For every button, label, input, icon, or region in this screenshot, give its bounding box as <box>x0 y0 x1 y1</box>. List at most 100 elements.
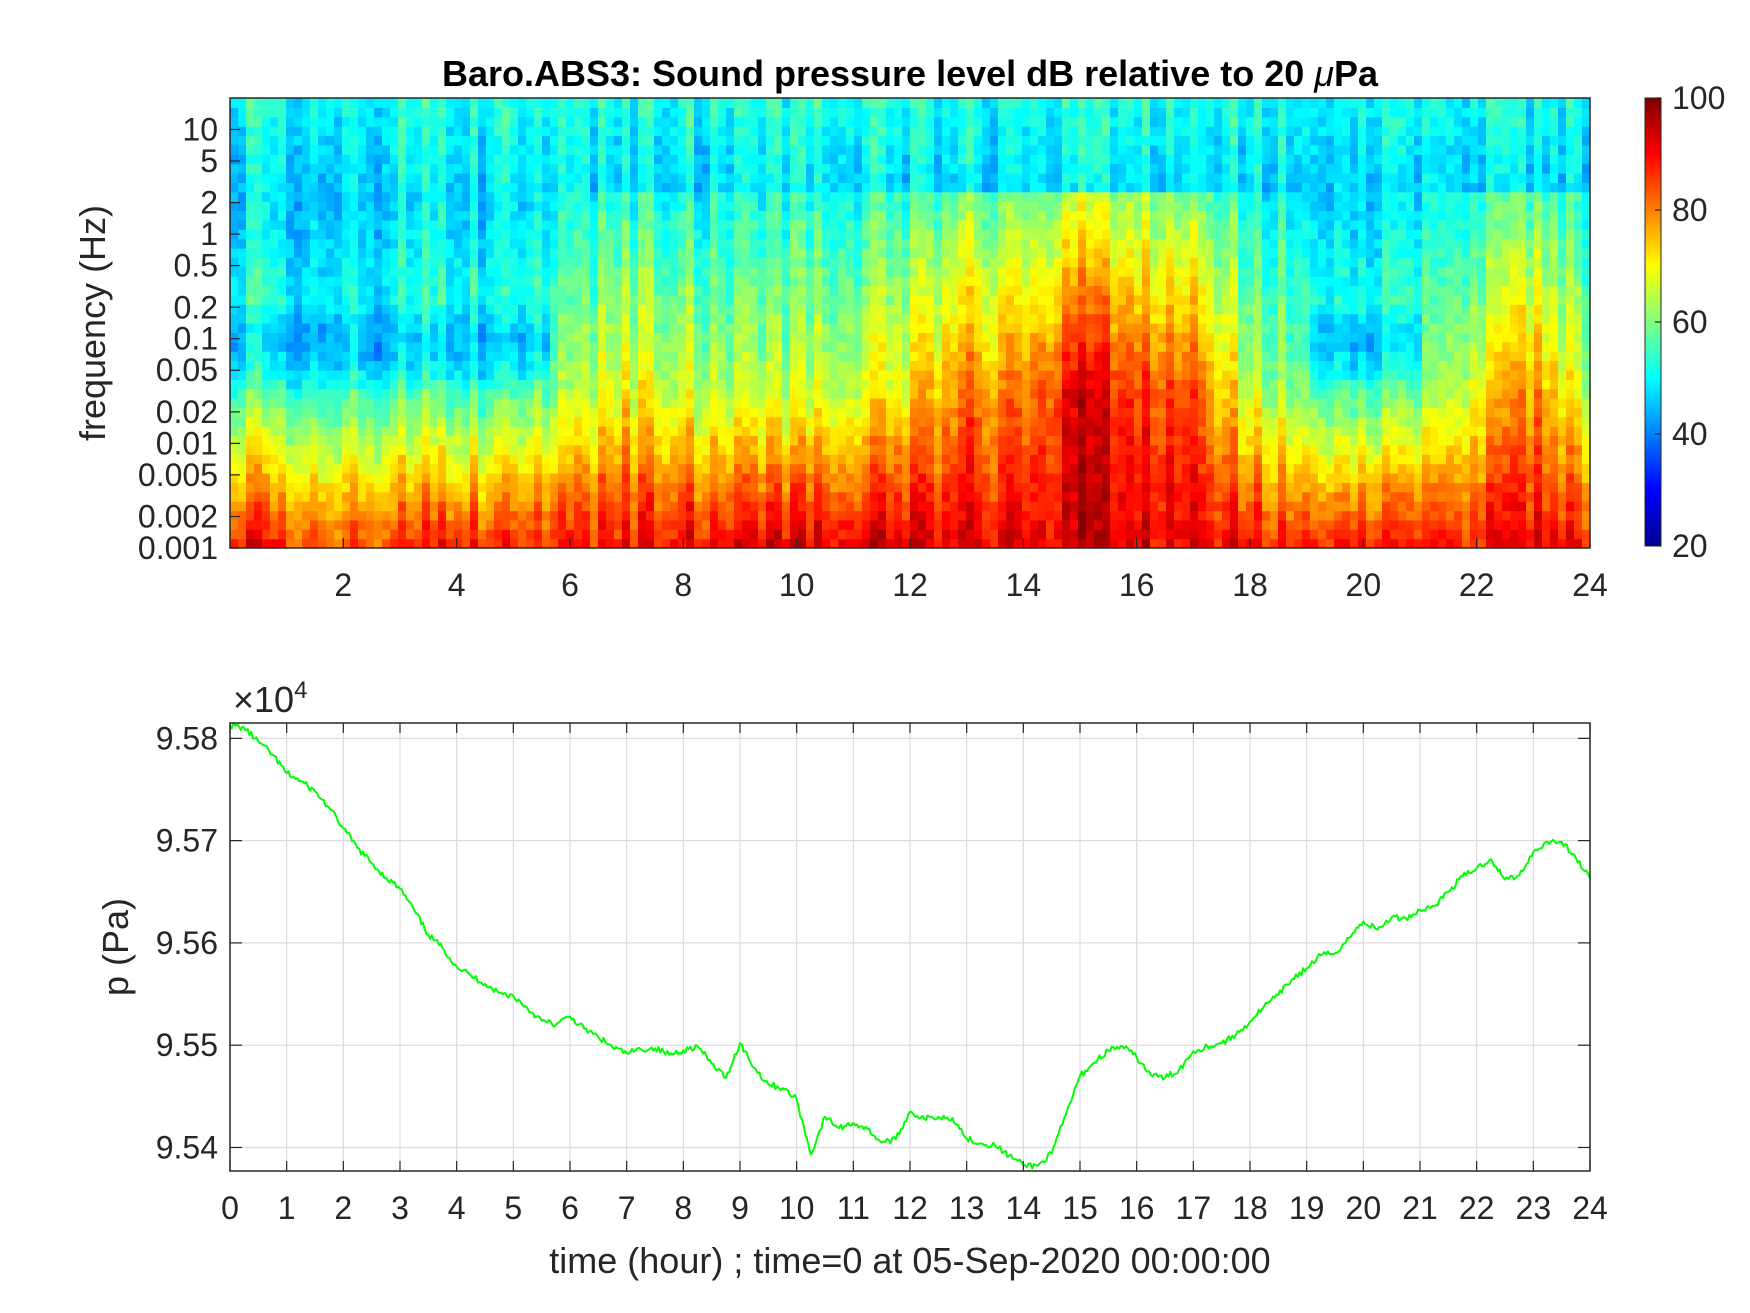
spectrogram-cell <box>854 538 863 548</box>
spectrogram-cell <box>734 144 743 155</box>
spectrogram-cell <box>254 332 263 343</box>
spectrogram-cell <box>686 491 695 502</box>
spectrogram-cell <box>334 144 343 155</box>
spectrogram-cell <box>230 219 239 230</box>
spectrogram-cell <box>774 360 783 371</box>
spectrogram-cell <box>934 510 943 521</box>
spectrogram-cell <box>350 341 359 352</box>
spectrogram-cell <box>614 154 623 165</box>
spectrogram-cell <box>902 444 911 455</box>
spectrogram-cell <box>430 369 439 380</box>
spectrogram-cell <box>974 313 983 324</box>
spectrogram-cell <box>1030 379 1039 390</box>
spectrogram-cell <box>686 304 695 315</box>
spectrogram-cell <box>894 144 903 155</box>
spectrogram-cell <box>782 173 791 183</box>
spectrogram-cell <box>598 285 607 296</box>
spectrogram-cell <box>286 313 295 324</box>
spectrogram-cell <box>1046 341 1055 352</box>
spectrogram-cell <box>1006 444 1015 455</box>
spectrogram-cell <box>614 144 623 155</box>
spectrogram-cell <box>734 360 743 371</box>
spectrogram-cell <box>254 416 263 427</box>
spectrogram-cell <box>638 248 647 258</box>
spectrogram-cell <box>1006 416 1015 427</box>
spectrogram-cell <box>422 229 431 240</box>
spectrogram-cell <box>1006 369 1015 380</box>
spectrogram-cell <box>574 313 583 324</box>
spectrogram-cell <box>470 173 479 183</box>
spectrogram-cell <box>446 144 455 155</box>
spectrogram-cell <box>430 323 439 333</box>
spectrogram-cell <box>326 529 335 540</box>
spectrogram-cell <box>302 426 311 437</box>
spectrogram-cell <box>286 116 295 127</box>
spectrogram-cell <box>982 341 991 352</box>
spectrogram-cell <box>998 201 1007 212</box>
spectrogram-cell <box>430 201 439 212</box>
spectrogram-cell <box>494 529 503 540</box>
spectrogram-cell <box>926 323 935 333</box>
spectrogram-cell <box>774 351 783 362</box>
spectrogram-cell <box>614 501 623 512</box>
spectrogram-cell <box>606 219 615 230</box>
spectrogram-cell <box>918 529 927 540</box>
spectrogram-cell <box>358 538 367 548</box>
spectrogram-cell <box>734 435 743 446</box>
spectrogram-cell <box>950 154 959 165</box>
spectrogram-cell <box>566 248 575 258</box>
spectrogram-cell <box>630 257 639 268</box>
spectrogram-cell <box>646 360 655 371</box>
spectrogram-cell <box>1046 501 1055 512</box>
spectrogram-cell <box>542 416 551 427</box>
spectrogram-cell <box>518 238 527 249</box>
spectrogram-cell <box>606 191 615 202</box>
spectrogram-cell <box>910 426 919 437</box>
spectrogram-cell <box>918 332 927 343</box>
spectrogram-cell <box>958 482 967 493</box>
spectrogram-cell <box>294 126 303 137</box>
spectrogram-cell <box>774 369 783 380</box>
spectrogram-cell <box>686 482 695 493</box>
spectrogram-cell <box>830 416 839 427</box>
spectrogram-cell <box>694 369 703 380</box>
spectrogram-cell <box>854 135 863 146</box>
spectrogram-cell <box>678 201 687 212</box>
spectrogram-cell <box>374 482 383 493</box>
spectrogram-cell <box>678 266 687 277</box>
spectrogram-cell <box>830 463 839 474</box>
spectrogram-cell <box>598 210 607 221</box>
spectrogram-cell <box>790 454 799 465</box>
spectrogram-cell <box>1022 482 1031 493</box>
spectrogram-cell <box>598 519 607 530</box>
spectrogram-cell <box>390 444 399 455</box>
spectrogram-cell <box>318 473 327 483</box>
spectrogram-cell <box>894 135 903 146</box>
spectrogram-cell <box>238 257 247 268</box>
spectrogram-cell <box>398 473 407 483</box>
spectrogram-cell <box>742 538 751 548</box>
spectrogram-cell <box>1030 257 1039 268</box>
spectrogram-cell <box>1054 313 1063 324</box>
spectrogram-cell <box>390 482 399 493</box>
spectrogram-cell <box>414 191 423 202</box>
spectrogram-cell <box>582 210 591 221</box>
spectrogram-cell <box>294 201 303 212</box>
spectrogram-cell <box>494 332 503 343</box>
spectrogram-cell <box>774 379 783 390</box>
spectrogram-cell <box>574 304 583 315</box>
spectrogram-cell <box>262 276 271 287</box>
spectrogram-cell <box>854 510 863 521</box>
spectrogram-cell <box>718 126 727 137</box>
spectrogram-cell <box>438 98 447 108</box>
spectrogram-cell <box>294 538 303 548</box>
spectrogram-cell <box>830 229 839 240</box>
spectrogram-cell <box>622 388 631 399</box>
spectrogram-cell <box>942 276 951 287</box>
spectrogram-cell <box>374 444 383 455</box>
spectrogram-cell <box>382 501 391 512</box>
spectrogram-cell <box>454 510 463 521</box>
spectrogram-cell <box>494 144 503 155</box>
spectrogram-cell <box>790 407 799 418</box>
spectrogram-cell <box>326 238 335 249</box>
